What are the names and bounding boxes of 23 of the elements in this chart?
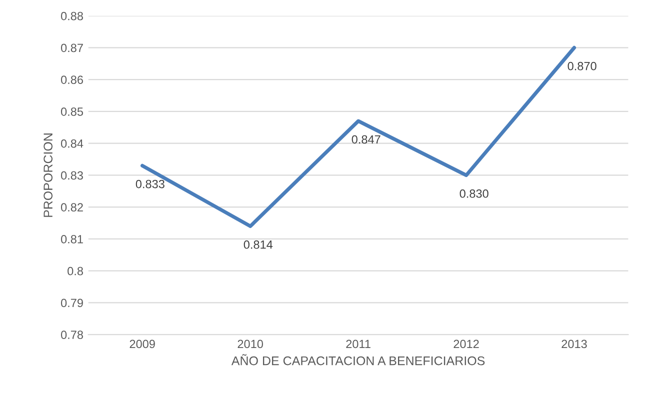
y-tick-label: 0.79 <box>60 298 83 308</box>
y-tick-label: 0.86 <box>60 76 83 84</box>
y-tick-label: 0.82 <box>60 203 83 212</box>
y-tick-label: 0.8 <box>68 266 83 276</box>
x-tick-label: 2012 <box>454 340 479 348</box>
y-tick-label: 0.85 <box>60 108 84 116</box>
x-tick-label: 2010 <box>238 340 263 348</box>
y-tick-label: 0.81 <box>60 235 83 244</box>
data-label: 0.830 <box>460 189 488 198</box>
y-tick-label: 0.87 <box>60 44 83 52</box>
x-axis-title: AÑO DE CAPACITACION A BENEFICIARIOS <box>231 354 485 366</box>
data-label: 0.847 <box>352 135 380 144</box>
y-axis-title: PROPORCION <box>44 134 53 217</box>
x-tick-label: 2009 <box>130 340 155 348</box>
x-tick-label: 2013 <box>562 340 587 348</box>
data-label: 0.814 <box>244 240 273 249</box>
y-tick-label: 0.83 <box>60 171 83 180</box>
data-label: 0.870 <box>568 62 596 70</box>
data-label: 0.833 <box>136 180 164 188</box>
x-tick-label: 2011 <box>346 340 370 348</box>
y-tick-label: 0.78 <box>60 330 83 340</box>
y-tick-label: 0.84 <box>60 139 84 148</box>
y-tick-label: 0.88 <box>60 12 83 20</box>
